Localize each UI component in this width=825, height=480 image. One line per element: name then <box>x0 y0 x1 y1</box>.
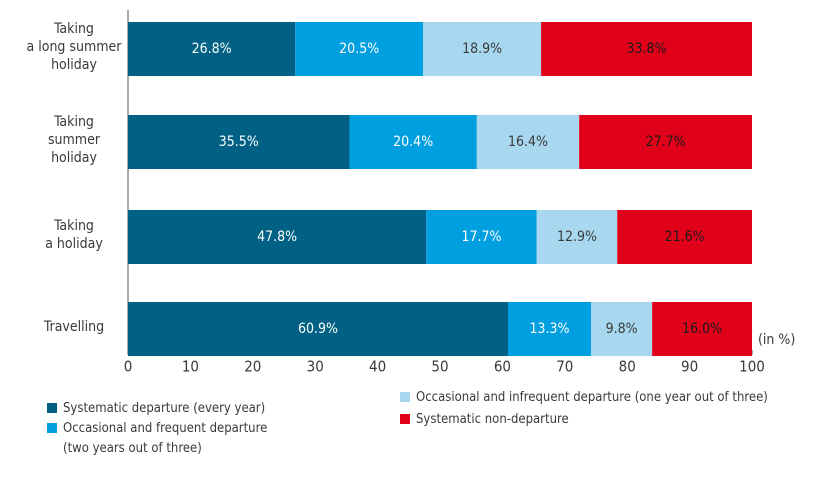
x-tick-label: 40 <box>369 358 386 376</box>
legend-label: Occasional and infrequent departure (one… <box>416 390 768 405</box>
value-label: 33.8% <box>627 41 667 57</box>
legend-label: Occasional and frequent departure (two ye… <box>63 421 267 456</box>
x-tick-label: 10 <box>182 358 199 376</box>
x-tick-label: 60 <box>494 358 511 376</box>
bar-segment <box>652 302 752 356</box>
legend-swatch <box>400 392 410 402</box>
x-tick-label: 80 <box>619 358 636 376</box>
legend-swatch <box>47 403 57 413</box>
value-label: 13.3% <box>530 321 570 337</box>
value-label: 9.8% <box>606 321 638 337</box>
legend-label: Systematic non-departure <box>416 412 569 427</box>
value-label: 60.9% <box>298 321 338 337</box>
x-axis-label: (in %) <box>758 332 795 348</box>
value-label: 12.9% <box>557 229 597 245</box>
value-label: 17.7% <box>461 229 501 245</box>
bar-segment <box>508 302 592 356</box>
bar-segment <box>579 115 752 169</box>
category-label: Taking summer holiday <box>48 114 101 166</box>
x-tick-label: 30 <box>307 358 324 376</box>
bar-segment <box>617 210 752 264</box>
bar-segment <box>128 22 296 76</box>
value-label: 16.4% <box>508 134 548 150</box>
bar-segment <box>349 115 477 169</box>
bar-segment <box>426 210 537 264</box>
bar-segment <box>423 22 542 76</box>
bar-segment <box>591 302 653 356</box>
x-tick-label: 70 <box>556 358 573 376</box>
value-label: 26.8% <box>192 41 232 57</box>
legend-swatch <box>400 414 410 424</box>
bar-segment <box>536 210 618 264</box>
value-label: 20.4% <box>393 134 433 150</box>
bar-segment <box>476 115 580 169</box>
bar-segment <box>541 22 752 76</box>
value-label: 21.6% <box>665 229 705 245</box>
x-tick-label: 50 <box>431 358 448 376</box>
x-tick-label: 0 <box>124 358 133 376</box>
value-label: 18.9% <box>462 41 502 57</box>
category-label: Taking a holiday <box>45 218 103 252</box>
category-label: Taking a long summer holiday <box>27 21 123 73</box>
category-label: Travelling <box>43 319 104 335</box>
legend-label: Systematic departure (every year) <box>63 401 265 416</box>
bar-segment <box>295 22 424 76</box>
value-label: 20.5% <box>339 41 379 57</box>
bar-segment <box>128 210 427 264</box>
bar-segment <box>128 302 509 356</box>
value-label: 47.8% <box>257 229 297 245</box>
legend-swatch <box>47 423 57 433</box>
x-tick-label: 100 <box>739 358 765 376</box>
x-tick-label: 20 <box>244 358 261 376</box>
value-label: 27.7% <box>646 134 686 150</box>
value-label: 16.0% <box>682 321 722 337</box>
legend: Systematic departure (every year) Occasio… <box>47 390 768 456</box>
x-tick-label: 90 <box>681 358 698 376</box>
value-label: 35.5% <box>219 134 259 150</box>
bar-segment <box>128 115 350 169</box>
